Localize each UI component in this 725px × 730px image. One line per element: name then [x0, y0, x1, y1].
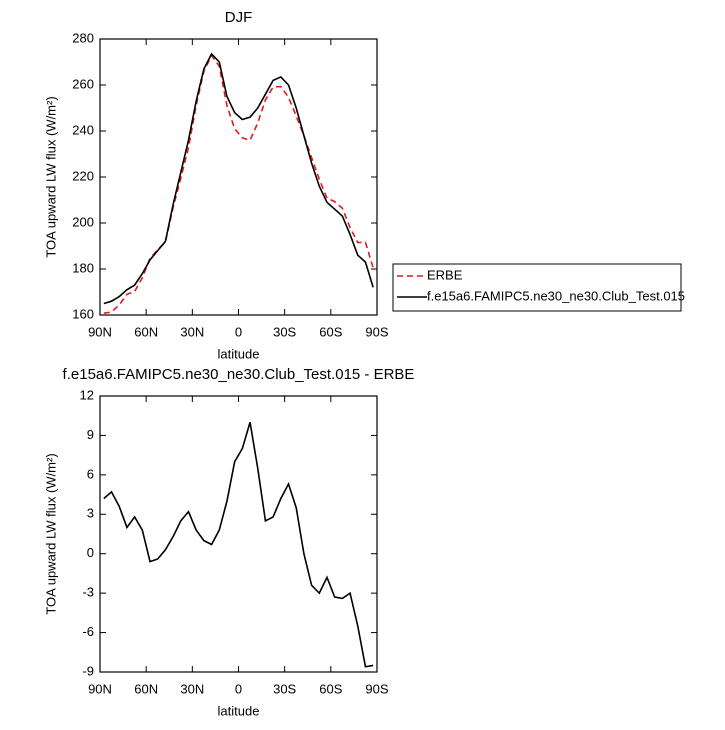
x-tick-label: 30S: [273, 324, 296, 339]
y-tick-label: 240: [72, 122, 94, 137]
x-tick-label: 0: [235, 681, 242, 696]
x-tick-label: 90S: [365, 681, 388, 696]
x-tick-label: 0: [235, 324, 242, 339]
chart-title: f.e15a6.FAMIPC5.ne30_ne30.Club_Test.015 …: [63, 366, 415, 383]
series-line: [103, 52, 374, 305]
y-tick-label: 220: [72, 168, 94, 183]
y-tick-label: 0: [87, 545, 94, 560]
chart-title: DJF: [225, 9, 253, 26]
y-tick-label: -6: [82, 624, 94, 639]
x-tick-label: 60S: [319, 324, 342, 339]
x-tick-label: 60N: [134, 681, 158, 696]
y-tick-label: -9: [82, 663, 94, 678]
y-axis-label: TOA upward LW flux (W/m²): [43, 96, 58, 257]
y-tick-label: -3: [82, 585, 94, 600]
y-tick-label: 200: [72, 214, 94, 229]
y-tick-label: 9: [87, 427, 94, 442]
y-tick-label: 160: [72, 306, 94, 321]
y-tick-label: 3: [87, 506, 94, 521]
y-tick-label: 260: [72, 76, 94, 91]
x-tick-label: 90N: [88, 324, 112, 339]
y-tick-label: 12: [80, 387, 94, 402]
x-tick-label: 30S: [273, 681, 296, 696]
x-tick-label: 60S: [319, 681, 342, 696]
legend-label: ERBE: [427, 267, 463, 282]
y-tick-label: 280: [72, 30, 94, 45]
series-line: [103, 54, 374, 314]
x-tick-label: 60N: [134, 324, 158, 339]
y-axis-label: TOA upward LW flux (W/m²): [43, 453, 58, 614]
x-axis-label: latitude: [218, 703, 260, 718]
x-tick-label: 30N: [180, 681, 204, 696]
x-tick-label: 30N: [180, 324, 204, 339]
y-tick-label: 6: [87, 466, 94, 481]
series-line: [103, 422, 374, 668]
x-axis-label: latitude: [218, 346, 260, 361]
legend-label: f.e15a6.FAMIPC5.ne30_ne30.Club_Test.015: [427, 288, 685, 303]
plot-frame: [99, 38, 378, 316]
x-tick-label: 90S: [365, 324, 388, 339]
x-tick-label: 90N: [88, 681, 112, 696]
plot-frame: [99, 395, 378, 673]
legend-box: [392, 263, 682, 312]
y-tick-label: 180: [72, 260, 94, 275]
